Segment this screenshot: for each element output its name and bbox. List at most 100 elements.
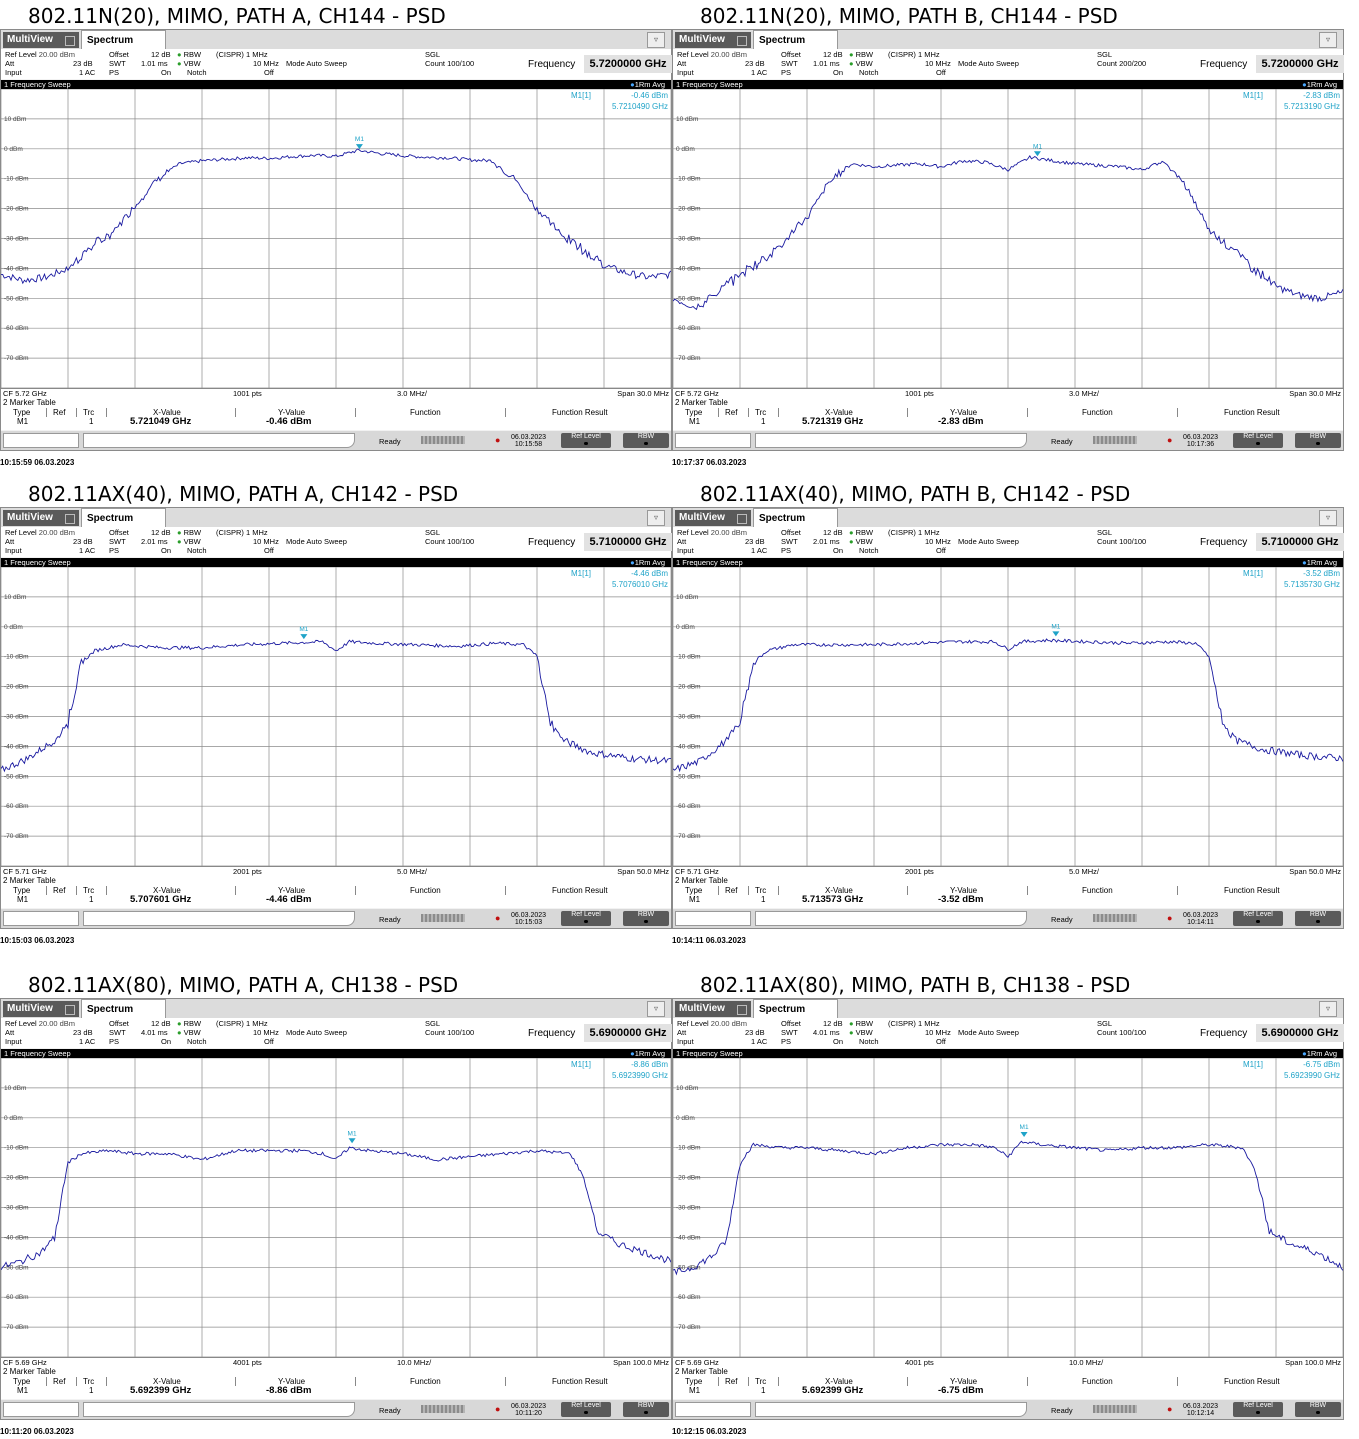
status-message-field: [83, 1402, 355, 1417]
y-tick-label: -70 dBm: [4, 355, 29, 362]
status-datetime: 06.03.2023 10:15:03: [511, 912, 547, 926]
marker-label: M1: [1033, 143, 1042, 150]
center-frequency-field[interactable]: 5.7200000 GHz: [584, 55, 672, 73]
plot-area[interactable]: 10 dBm 0 dBm -10 dBm -20 dBm -30 dBm -40 dBm -…: [1, 89, 671, 388]
capture-timestamp: 10:11:20 06.03.2023: [0, 1427, 74, 1436]
chevron-down-icon[interactable]: ▿: [647, 1001, 665, 1017]
tab-multiview[interactable]: MultiView: [675, 1001, 751, 1017]
col-function-result: Function Result: [552, 1377, 608, 1386]
ref-level-button[interactable]: Ref Level: [561, 911, 611, 926]
status-message-field: [83, 911, 355, 926]
rbw-button[interactable]: RBW: [1295, 433, 1341, 448]
progress-bar: [421, 436, 465, 444]
center-frequency-label: CF 5.71 GHz: [3, 867, 47, 876]
tab-spectrum[interactable]: Spectrum: [81, 999, 166, 1018]
swt-value: 4.01 ms: [813, 1028, 840, 1037]
rbw-button[interactable]: RBW: [623, 433, 669, 448]
marker-row-type: M1: [689, 1386, 701, 1395]
chevron-down-icon[interactable]: ▿: [1319, 32, 1337, 48]
tab-spectrum-label: Spectrum: [87, 513, 134, 524]
sweep-label: 1 Frequency Sweep: [676, 1049, 743, 1058]
plot-area[interactable]: 10 dBm 0 dBm -10 dBm -20 dBm -30 dBm -40 dBm -…: [673, 1058, 1343, 1357]
plot-area[interactable]: 10 dBm 0 dBm -10 dBm -20 dBm -30 dBm -40 dBm -…: [1, 1058, 671, 1357]
ref-level-button[interactable]: Ref Level: [1233, 911, 1283, 926]
status-datetime: 06.03.2023 10:12:14: [1183, 1403, 1219, 1417]
col-type: Type: [685, 1377, 703, 1386]
rbw-button[interactable]: RBW: [623, 911, 669, 926]
settings-header: Ref Level 20.00 dBm Att 23 dB Input 1 AC O…: [673, 1018, 1344, 1048]
center-frequency-field[interactable]: 5.6900000 GHz: [1256, 1024, 1344, 1042]
settings-header: Ref Level 20.00 dBm Att 23 dB Input 1 AC O…: [673, 49, 1344, 79]
marker-row-trc: 1: [761, 1386, 766, 1395]
y-tick-label: 0 dBm: [676, 624, 695, 631]
ref-level-button[interactable]: Ref Level: [561, 433, 611, 448]
tab-spectrum[interactable]: Spectrum: [753, 30, 838, 49]
analyzer-screen: MultiView Spectrum ▿ Ref Level 20.00 dBm…: [672, 29, 1344, 451]
center-frequency-field[interactable]: 5.6900000 GHz: [584, 1024, 672, 1042]
att-value: 23 dB: [73, 1028, 93, 1037]
y-tick-label: -60 dBm: [676, 1294, 701, 1301]
marker-row-y: -4.46 dBm: [266, 894, 312, 905]
status-datetime: 06.03.2023 10:17:36: [1183, 434, 1219, 448]
ref-level-button[interactable]: Ref Level: [561, 1402, 611, 1417]
tab-multiview[interactable]: MultiView: [3, 510, 79, 526]
vbw-value: 10 MHz: [253, 59, 279, 68]
sgl-indicator: SGL: [1097, 528, 1113, 537]
spectrum-plot: 10 dBm 0 dBm -10 dBm -20 dBm -30 dBm -40 dBm -…: [673, 1058, 1343, 1357]
y-tick-label: 0 dBm: [4, 1115, 23, 1122]
window-icon: [737, 1005, 747, 1015]
rbw-button[interactable]: RBW: [1295, 1402, 1341, 1417]
ref-level-button[interactable]: Ref Level: [1233, 433, 1283, 448]
offset-value: 12 dB: [823, 1019, 843, 1028]
rbw-button[interactable]: RBW: [1295, 911, 1341, 926]
status-datetime: 06.03.2023 10:11:20: [511, 1403, 547, 1417]
tab-spectrum[interactable]: Spectrum: [753, 508, 838, 527]
center-frequency-field[interactable]: 5.7100000 GHz: [584, 533, 672, 551]
chevron-down-icon[interactable]: ▿: [1319, 510, 1337, 526]
chevron-down-icon[interactable]: ▿: [647, 510, 665, 526]
col-type: Type: [13, 1377, 31, 1386]
frequency-label: Frequency: [1200, 59, 1248, 70]
ready-status: Ready: [1051, 1406, 1073, 1415]
rbw-button[interactable]: RBW: [623, 1402, 669, 1417]
tab-spectrum-label: Spectrum: [87, 1004, 134, 1015]
marker-row-y: -3.52 dBm: [938, 894, 984, 905]
ps-value: On: [833, 1037, 844, 1046]
tab-spectrum[interactable]: Spectrum: [753, 999, 838, 1018]
status-bar: Ready ● 06.03.2023 10:15:03 Ref Level RBW: [1, 909, 671, 928]
input-value: 1 AC: [79, 1037, 96, 1046]
y-tick-label: -60 dBm: [4, 325, 29, 332]
plot-area[interactable]: 10 dBm 0 dBm -10 dBm -20 dBm -30 dBm -40 dBm -…: [1, 567, 671, 866]
center-frequency-field[interactable]: 5.7100000 GHz: [1256, 533, 1344, 551]
panel-title: 802.11AX(80), MIMO, PATH B, CH138 - PSD: [700, 973, 1131, 997]
chevron-down-icon[interactable]: ▿: [1319, 1001, 1337, 1017]
col-function: Function: [410, 886, 441, 895]
col-ref: Ref: [53, 886, 66, 895]
offset-value: 12 dB: [151, 50, 171, 59]
tab-bar: MultiView Spectrum ▿: [673, 508, 1343, 527]
tab-multiview[interactable]: MultiView: [675, 510, 751, 526]
sweep-mode: Mode Auto Sweep: [958, 1028, 1019, 1037]
trace-line: [1, 639, 671, 773]
y-tick-label: -50 dBm: [4, 1264, 29, 1271]
frequency-label: Frequency: [528, 59, 576, 70]
y-tick-label: -40 dBm: [4, 265, 29, 272]
tab-spectrum[interactable]: Spectrum: [81, 30, 166, 49]
tab-spectrum[interactable]: Spectrum: [81, 508, 166, 527]
y-tick-label: -60 dBm: [676, 325, 701, 332]
tab-multiview-label: MultiView: [679, 1003, 725, 1014]
capture-timestamp: 10:17:37 06.03.2023: [672, 458, 747, 467]
sweep-points: 4001 pts: [233, 1358, 262, 1367]
chevron-down-icon[interactable]: ▿: [647, 32, 665, 48]
plot-area[interactable]: 10 dBm 0 dBm -10 dBm -20 dBm -30 dBm -40 dBm -…: [673, 567, 1343, 866]
center-frequency-field[interactable]: 5.7200000 GHz: [1256, 55, 1344, 73]
tab-multiview[interactable]: MultiView: [3, 32, 79, 48]
analyzer-screen: MultiView Spectrum ▿ Ref Level 20.00 dBm…: [0, 29, 672, 451]
sweep-label: 1 Frequency Sweep: [676, 80, 743, 89]
ref-level-button[interactable]: Ref Level: [1233, 1402, 1283, 1417]
window-icon: [737, 36, 747, 46]
tab-multiview[interactable]: MultiView: [3, 1001, 79, 1017]
span-label: Span 30.0 MHz: [1289, 389, 1341, 398]
tab-multiview[interactable]: MultiView: [675, 32, 751, 48]
plot-area[interactable]: 10 dBm 0 dBm -10 dBm -20 dBm -30 dBm -40 dBm -…: [673, 89, 1343, 388]
